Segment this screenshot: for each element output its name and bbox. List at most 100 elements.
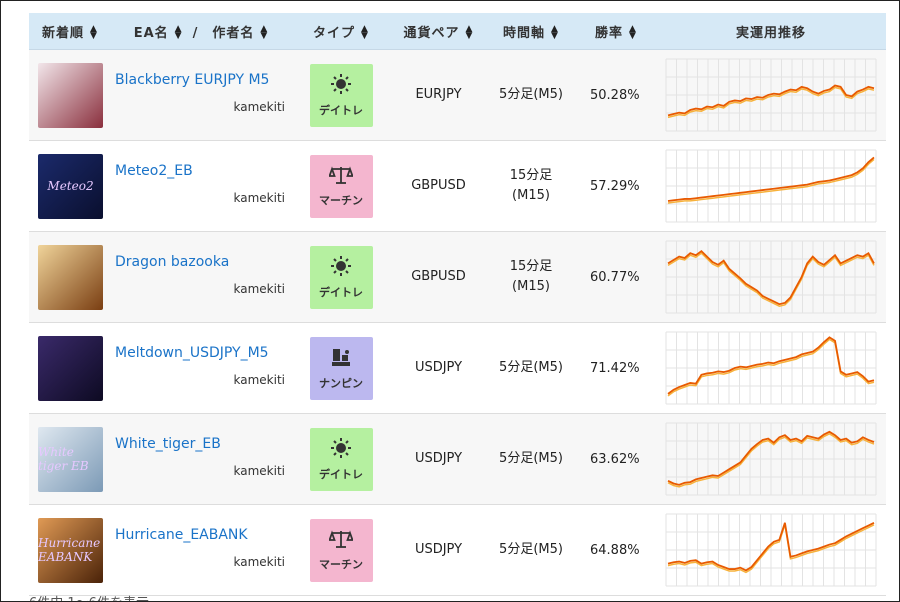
type-badge: ナンピン xyxy=(309,336,373,400)
sort-type-header[interactable]: タイプ ▲ ▼ xyxy=(291,13,391,50)
ea-thumbnail[interactable] xyxy=(38,62,103,128)
author-name: kamekiti xyxy=(233,282,286,296)
type-badge: マーチン xyxy=(309,154,373,218)
equity-chart[interactable] xyxy=(662,512,880,588)
scale-icon xyxy=(328,529,354,556)
scale-icon xyxy=(328,165,354,192)
ea-thumbnail[interactable]: Meteo2 xyxy=(38,153,103,219)
type-cell: デイトレ xyxy=(291,232,391,323)
equity-line xyxy=(667,521,875,572)
ea-name-link[interactable]: Meteo2_EB xyxy=(115,163,193,179)
sort-ea-name-header[interactable]: EA名 ▲ ▼ / 作者名 ▲ ▼ xyxy=(111,13,291,50)
timeframe-cell: 15分足 (M15) xyxy=(486,141,576,232)
type-badge: デイトレ xyxy=(309,245,373,309)
thumbnail-cell: White tiger EB xyxy=(29,414,111,505)
ea-thumbnail[interactable]: Hurricane EABANK xyxy=(38,517,103,583)
sort-updown-icon: ▲ ▼ xyxy=(174,24,183,41)
author-name: kamekiti xyxy=(233,555,286,569)
type-label: ナンピン xyxy=(319,376,363,390)
pair-cell: USDJPY xyxy=(414,542,463,557)
equity-chart[interactable] xyxy=(662,57,880,133)
sort-updown-icon: ▲ ▼ xyxy=(551,24,559,41)
ea-name-link[interactable]: Meltdown_USDJPY_M5 xyxy=(115,345,269,361)
sort-updown-icon: ▲ ▼ xyxy=(465,24,474,41)
sort-winrate-header[interactable]: 勝率 ▲ ▼ xyxy=(576,13,656,50)
ea-thumbnail[interactable] xyxy=(38,335,103,401)
timeframe-cell: 5分足(M5) xyxy=(486,414,576,505)
equity-band xyxy=(667,432,875,488)
equity-chart[interactable] xyxy=(662,421,880,497)
type-badge: デイトレ xyxy=(309,63,373,127)
equity-line xyxy=(667,249,875,306)
timeframe-cell: 5分足(M5) xyxy=(486,50,576,141)
sort-pair-header[interactable]: 通貨ペア ▲ ▼ xyxy=(391,13,486,50)
winrate-cell: 60.77% xyxy=(590,269,640,285)
type-label: マーチン xyxy=(319,193,363,207)
equity-band xyxy=(667,252,875,307)
author-name: kamekiti xyxy=(233,100,286,114)
sort-newest-header[interactable]: 新着順 ▲ ▼ xyxy=(29,13,111,50)
name-cell: Meteo2_EB kamekiti xyxy=(111,141,291,232)
thumbnail-cell xyxy=(29,50,111,141)
pair-cell: USDJPY xyxy=(414,360,463,375)
header-label: タイプ xyxy=(313,25,356,41)
winrate-cell: 50.28% xyxy=(590,87,640,103)
thumbnail-caption: Hurricane EABANK xyxy=(38,536,101,564)
table-row: Meteo2 Meteo2_EB kamekiti マーチン GBPUSD 15… xyxy=(29,140,886,232)
name-cell: White_tiger_EB kamekiti xyxy=(111,414,291,505)
type-label: デイトレ xyxy=(319,285,363,299)
timeframe-cell: 15分足 (M15) xyxy=(486,232,576,323)
thumbnail-caption: White tiger EB xyxy=(38,445,89,473)
thumbnail-caption: Meteo2 xyxy=(47,179,94,193)
timeframe-value: 5分足(M5) xyxy=(499,360,563,375)
table-row: Hurricane EABANK Hurricane_EABANK kameki… xyxy=(29,504,886,596)
winrate-cell: 64.88% xyxy=(590,542,640,558)
thumbnail-cell: Meteo2 xyxy=(29,141,111,232)
equity-chart[interactable] xyxy=(662,239,880,315)
ea-thumbnail[interactable] xyxy=(38,244,103,310)
thumbnail-cell: Hurricane EABANK xyxy=(29,505,111,596)
ea-name-link[interactable]: White_tiger_EB xyxy=(115,436,221,452)
sort-timeframe-header[interactable]: 時間軸 ▲ ▼ xyxy=(486,13,576,50)
type-label: デイトレ xyxy=(319,467,363,481)
name-cell: Dragon bazooka kamekiti xyxy=(111,232,291,323)
equity-band xyxy=(667,86,875,119)
header-label: 実運用推移 xyxy=(735,25,806,41)
performance-cell xyxy=(656,141,886,232)
timeframe-value: 5分足(M5) xyxy=(499,451,563,466)
header-separator: / xyxy=(192,25,199,41)
ea-name-link[interactable]: Hurricane_EABANK xyxy=(115,527,248,543)
table-row: Dragon bazooka kamekiti デイトレ GBPUSD 15分足… xyxy=(29,231,886,323)
header-label: 新着順 xyxy=(42,25,85,41)
timeframe-cell: 5分足(M5) xyxy=(486,505,576,596)
timeframe-detail: (M15) xyxy=(512,279,550,294)
pair-cell: GBPUSD xyxy=(411,178,466,193)
ea-thumbnail[interactable]: White tiger EB xyxy=(38,426,103,492)
header-label: EA名 xyxy=(133,25,169,41)
sun-icon xyxy=(330,255,352,284)
type-badge: マーチン xyxy=(309,518,373,582)
equity-chart[interactable] xyxy=(662,330,880,406)
sun-icon xyxy=(330,437,352,466)
ea-name-link[interactable]: Dragon bazooka xyxy=(115,254,230,270)
type-cell: デイトレ xyxy=(291,50,391,141)
winrate-cell: 57.29% xyxy=(590,178,640,194)
timeframe-value: 15分足 xyxy=(509,259,553,274)
timeframe-value: 5分足(M5) xyxy=(499,542,563,557)
type-cell: マーチン xyxy=(291,141,391,232)
sort-updown-icon: ▲ ▼ xyxy=(629,24,637,41)
type-badge: デイトレ xyxy=(309,427,373,491)
author-name: kamekiti xyxy=(233,373,286,387)
performance-cell xyxy=(656,414,886,505)
type-label: デイトレ xyxy=(319,103,363,117)
timeframe-detail: (M15) xyxy=(512,188,550,203)
performance-header: 実運用推移 xyxy=(656,13,886,50)
table-row: White tiger EB White_tiger_EB kamekiti デ… xyxy=(29,413,886,505)
equity-chart[interactable] xyxy=(662,148,880,224)
name-cell: Meltdown_USDJPY_M5 kamekiti xyxy=(111,323,291,414)
sort-updown-icon: ▲ ▼ xyxy=(260,24,269,41)
type-cell: デイトレ xyxy=(291,414,391,505)
ea-name-link[interactable]: Blackberry EURJPY M5 xyxy=(115,72,270,88)
sun-icon xyxy=(330,73,352,102)
winrate-cell: 63.62% xyxy=(590,451,640,467)
